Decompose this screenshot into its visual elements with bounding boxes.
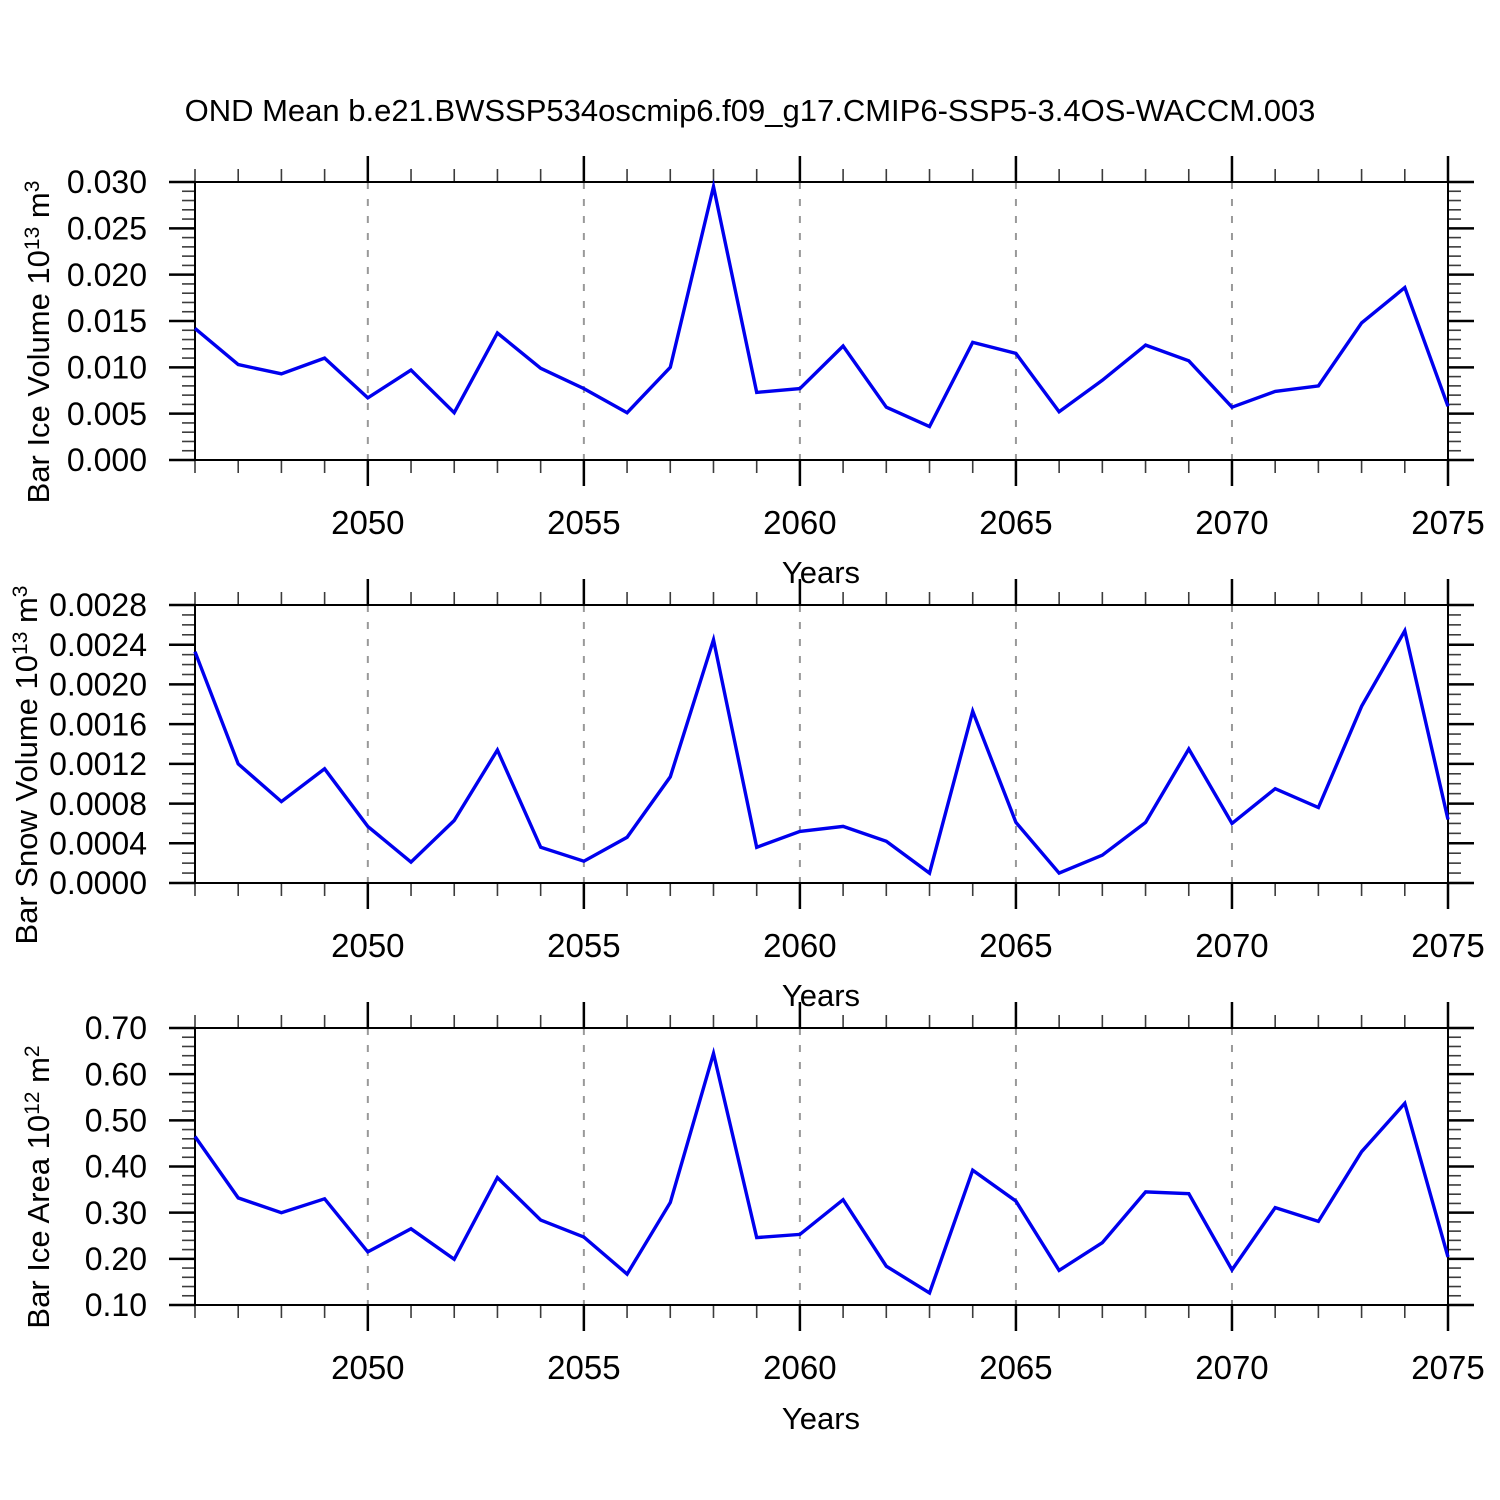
y-tick-label: 0.030 [67, 164, 147, 200]
x-tick-label: 2065 [979, 504, 1052, 541]
y-tick-label: 0.0020 [49, 667, 147, 703]
x-tick-label: 2060 [763, 504, 836, 541]
x-tick-label: 2060 [763, 927, 836, 964]
xaxis-title-years-3: Years [782, 1401, 860, 1436]
y-tick-label: 0.20 [85, 1241, 147, 1277]
x-tick-label: 2070 [1195, 1349, 1268, 1386]
x-tick-label: 2065 [979, 927, 1052, 964]
x-tick-label: 2065 [979, 1349, 1052, 1386]
y-tick-label: 0.000 [67, 442, 147, 478]
x-tick-label: 2075 [1411, 1349, 1484, 1386]
axis-frame [194, 604, 1449, 884]
xaxis-title-years-2: Years [782, 978, 860, 1013]
xaxis-title-years-1: Years [782, 555, 860, 590]
y-tick-label: 0.30 [85, 1195, 147, 1231]
y-tick-label: 0.40 [85, 1149, 147, 1185]
y-tick-label: 0.025 [67, 211, 147, 247]
y-tick-label: 0.50 [85, 1103, 147, 1139]
y-tick-label: 0.70 [85, 1010, 147, 1046]
x-tick-label: 2070 [1195, 504, 1268, 541]
y-tick-label: 0.015 [67, 303, 147, 339]
y-tick-label: 0.010 [67, 350, 147, 386]
bar-snow-volume-line [193, 626, 1450, 876]
y-tick-label: 0.020 [67, 257, 147, 293]
x-tick-label: 2075 [1411, 927, 1484, 964]
y-tick-label: 0.60 [85, 1056, 147, 1092]
y-tick-label: 0.0000 [49, 865, 147, 901]
y-tick-label: 0.10 [85, 1287, 147, 1323]
x-tick-label: 2055 [547, 927, 620, 964]
y-tick-label: 0.0024 [49, 627, 147, 663]
x-tick-label: 2050 [331, 927, 404, 964]
x-tick-label: 2055 [547, 1349, 620, 1386]
y-tick-label: 0.0012 [49, 746, 147, 782]
x-tick-label: 2070 [1195, 927, 1268, 964]
chart-title: OND Mean b.e21.BWSSP534oscmip6.f09_g17.C… [184, 93, 1316, 128]
axis-frame [194, 1027, 1449, 1306]
axis-frame [194, 181, 1449, 461]
x-tick-label: 2075 [1411, 504, 1484, 541]
x-tick-label: 2055 [547, 504, 620, 541]
bar-ice-area-line [193, 1046, 1450, 1296]
y-tick-label: 0.0004 [49, 825, 147, 861]
x-tick-label: 2060 [763, 1349, 836, 1386]
y-tick-label: 0.0028 [49, 587, 147, 623]
y-tick-label: 0.005 [67, 396, 147, 432]
y-tick-label: 0.0008 [49, 786, 147, 822]
bar-ice-volume-line [193, 178, 1450, 429]
x-tick-label: 2050 [331, 504, 404, 541]
panel-ice-volume: 0.000 0.005 0.010 0.015 0.020 0.025 0.030 2050 2… [67, 156, 1485, 541]
panel-ice-area: 0.10 0.20 0.30 0.40 0.50 0.60 0.70 2050 2055 2060… [85, 1002, 1485, 1386]
y-tick-label: 0.0016 [49, 706, 147, 742]
x-tick-label: 2050 [331, 1349, 404, 1386]
